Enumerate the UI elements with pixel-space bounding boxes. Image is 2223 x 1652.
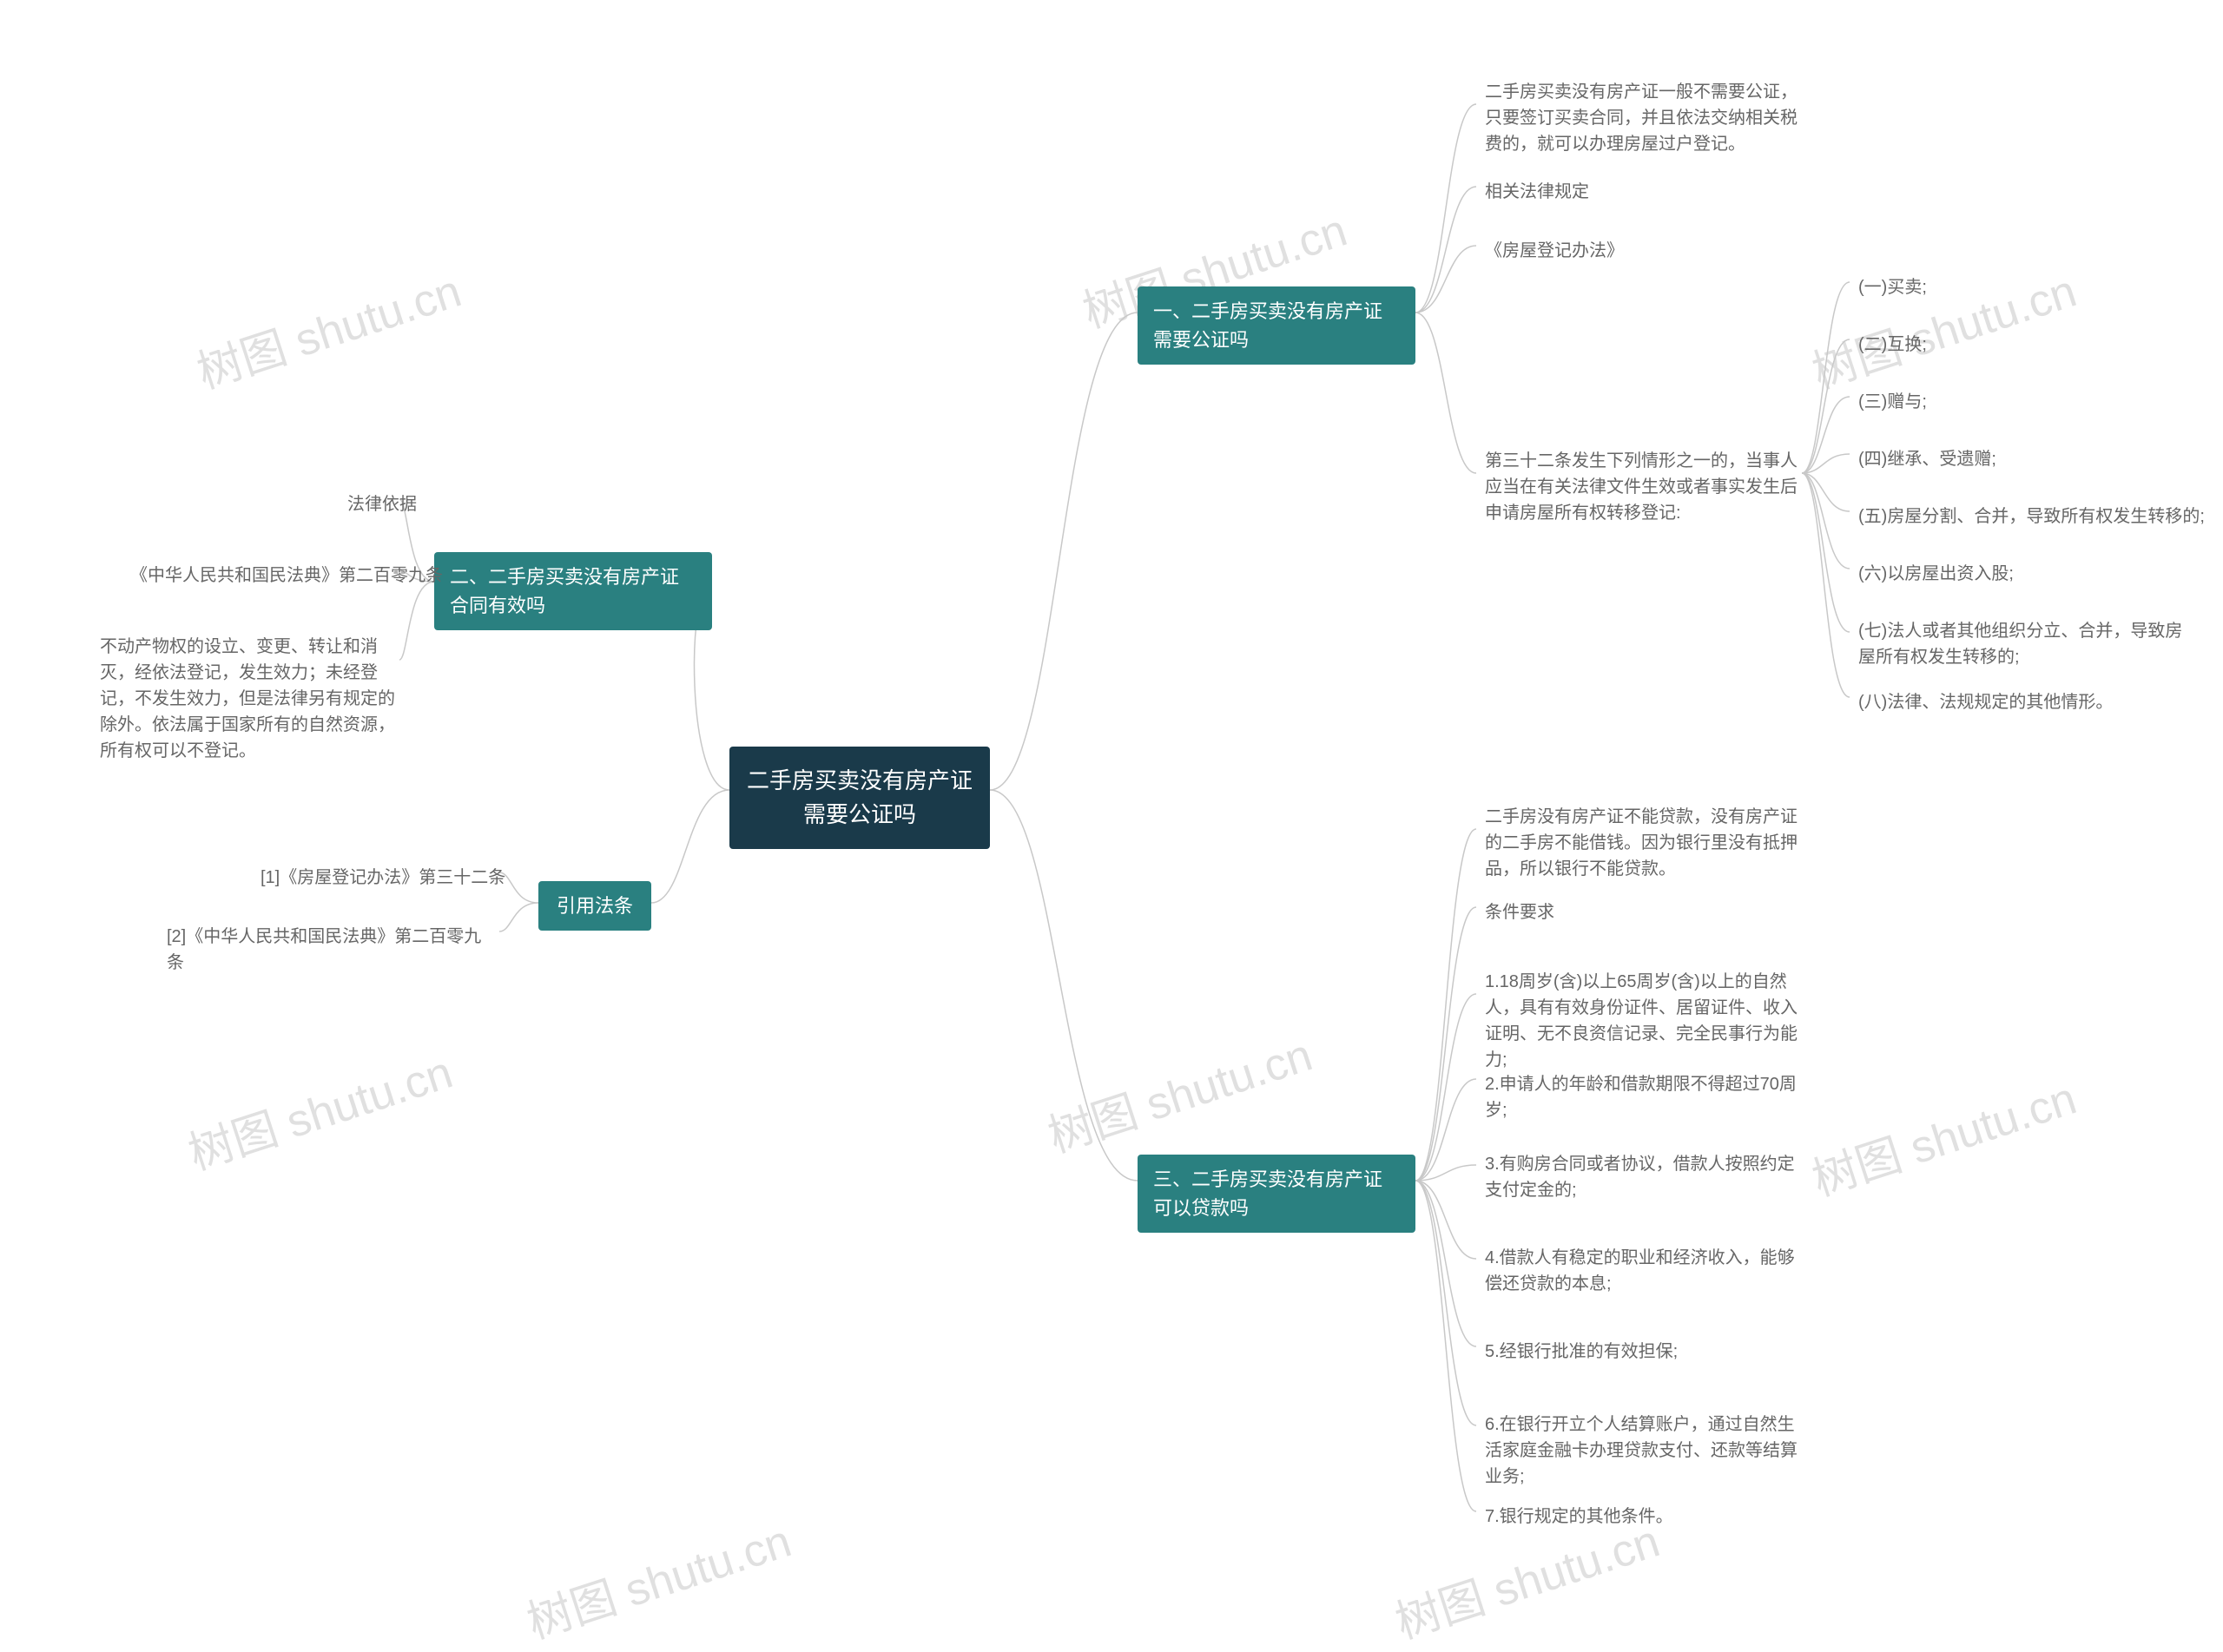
leaf-node: (四)继承、受遗赠; — [1850, 441, 2005, 477]
mindmap-container: 二手房买卖没有房产证需要公证吗 一、二手房买卖没有房产证需要公证吗 三、二手房买… — [0, 0, 2223, 1652]
leaf-node: (一)买卖; — [1850, 269, 1936, 306]
leaf-node: 《房屋登记办法》 — [1476, 233, 1633, 269]
leaf-node: 6.在银行开立个人结算账户，通过自然生活家庭金融卡办理贷款支付、还款等结算业务; — [1476, 1406, 1806, 1495]
leaf-node: 第三十二条发生下列情形之一的，当事人应当在有关法律文件生效或者事实发生后申请房屋… — [1476, 443, 1806, 531]
leaf-node: (八)法律、法规规定的其他情形。 — [1850, 684, 2121, 721]
leaf-node: [2]《中华人民共和国民法典》第二百零九条 — [158, 918, 505, 981]
leaf-node: (三)赠与; — [1850, 384, 1936, 420]
leaf-node: 二手房买卖没有房产证一般不需要公证，只要签订买卖合同，并且依法交纳相关税费的，就… — [1476, 74, 1806, 162]
leaf-node: (七)法人或者其他组织分立、合并，导致房屋所有权发生转移的; — [1850, 613, 2197, 675]
leaf-node: (六)以房屋出资入股; — [1850, 556, 2022, 592]
leaf-node: 条件要求 — [1476, 894, 1563, 931]
leaf-node: (二)互换; — [1850, 326, 1936, 363]
leaf-node: 不动产物权的设立、变更、转让和消灭，经依法登记，发生效力；未经登记，不发生效力，… — [91, 629, 412, 769]
connectors-svg — [0, 0, 2223, 1652]
branch-node-1[interactable]: 一、二手房买卖没有房产证需要公证吗 — [1138, 286, 1415, 365]
branch-node-4[interactable]: 引用法条 — [538, 881, 651, 931]
leaf-node: 二手房没有房产证不能贷款，没有房产证的二手房不能借钱。因为银行里没有抵押品，所以… — [1476, 799, 1806, 887]
leaf-node: 相关法律规定 — [1476, 174, 1598, 210]
branch-node-3[interactable]: 三、二手房买卖没有房产证可以贷款吗 — [1138, 1155, 1415, 1233]
leaf-node: 4.借款人有稳定的职业和经济收入，能够偿还贷款的本息; — [1476, 1240, 1806, 1302]
leaf-node: 7.银行规定的其他条件。 — [1476, 1498, 1682, 1535]
leaf-node: 《中华人民共和国民法典》第二百零九条 — [122, 557, 452, 594]
leaf-node: 2.申请人的年龄和借款期限不得超过70周岁; — [1476, 1066, 1806, 1129]
leaf-node: 法律依据 — [339, 486, 425, 523]
leaf-node: [1]《房屋登记办法》第三十二条 — [252, 859, 514, 896]
leaf-node: 1.18周岁(含)以上65周岁(含)以上的自然人，具有有效身份证件、居留证件、收… — [1476, 964, 1806, 1078]
branch-node-2[interactable]: 二、二手房买卖没有房产证合同有效吗 — [434, 552, 712, 630]
leaf-node: 5.经银行批准的有效担保; — [1476, 1333, 1686, 1370]
root-node[interactable]: 二手房买卖没有房产证需要公证吗 — [729, 747, 990, 849]
leaf-node: (五)房屋分割、合并，导致所有权发生转移的; — [1850, 498, 2213, 535]
leaf-node: 3.有购房合同或者协议，借款人按照约定支付定金的; — [1476, 1146, 1806, 1208]
